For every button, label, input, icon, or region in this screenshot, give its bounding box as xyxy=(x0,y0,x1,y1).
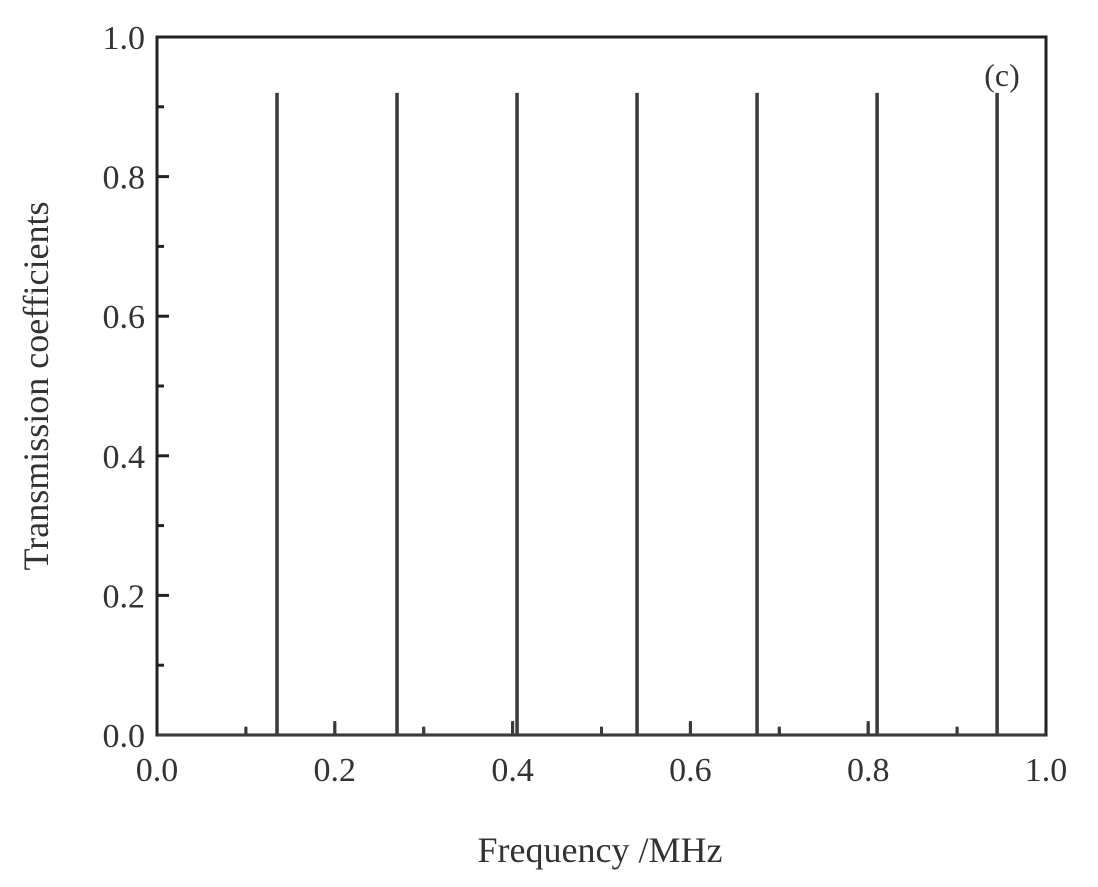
x-tick-label: 0.0 xyxy=(136,752,179,789)
plot-frame xyxy=(155,35,1048,737)
x-tick-label: 0.2 xyxy=(314,752,357,789)
x-tick-label: 1.0 xyxy=(1025,752,1068,789)
x-tick-label: 0.4 xyxy=(491,752,534,789)
y-tick-label: 0.6 xyxy=(103,299,146,336)
y-tick-label: 0.2 xyxy=(103,578,146,615)
y-tick-label: 1.0 xyxy=(103,20,146,57)
y-tick-label: 0.4 xyxy=(103,439,146,476)
y-tick-label: 0.0 xyxy=(103,718,146,755)
y-tick-label: 0.8 xyxy=(103,160,146,197)
x-axis-title: Frequency /MHz xyxy=(478,830,723,870)
y-axis-title: Transmission coefficients xyxy=(16,202,56,571)
x-tick-label: 0.6 xyxy=(669,752,712,789)
panel-label: (c) xyxy=(984,57,1020,93)
x-tick-label: 0.8 xyxy=(847,752,890,789)
